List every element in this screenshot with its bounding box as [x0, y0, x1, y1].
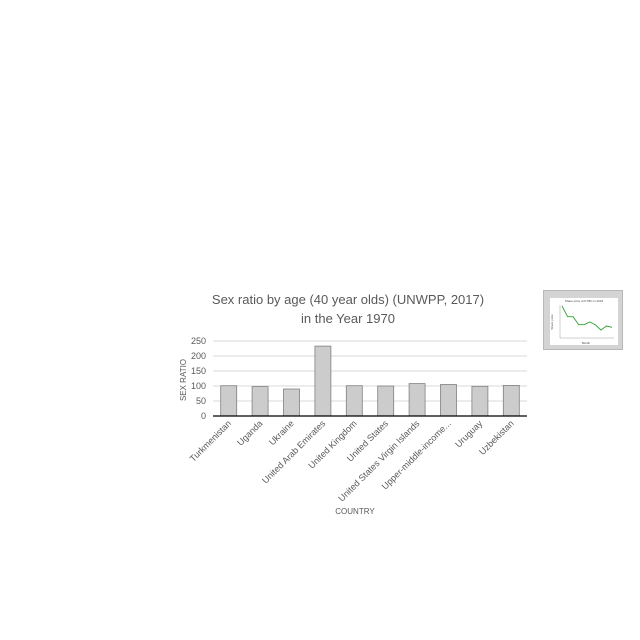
chart-thumbnail[interactable]: Share price of KYBC in 2016 Share price …	[543, 290, 623, 350]
thumbnail-line-chart: Share price of KYBC in 2016 Share price …	[550, 299, 614, 345]
y-tick-label: 50	[196, 396, 206, 406]
bar	[220, 385, 238, 417]
y-tick-label: 150	[191, 366, 206, 376]
chart-title-line-2: in the Year 1970	[301, 311, 395, 326]
x-tick-label: Ukraine	[267, 418, 296, 447]
bar	[251, 386, 269, 417]
bar	[408, 383, 426, 417]
thumbnail-ylabel: Share price	[550, 314, 554, 330]
x-tick-label: Turkmenistan	[188, 418, 233, 463]
y-tick-label: 250	[191, 336, 206, 346]
bars	[220, 345, 520, 417]
bar	[283, 388, 300, 417]
bar	[471, 385, 489, 417]
thumbnail-canvas: Share price of KYBC in 2016 Share price …	[550, 298, 618, 345]
y-axis-title: SEX RATIO	[179, 359, 188, 401]
x-tick-label: Uganda	[235, 418, 264, 447]
bar	[502, 384, 520, 417]
thumbnail-series-line	[561, 305, 613, 331]
y-tick-label: 0	[201, 411, 206, 421]
x-axis-title: COUNTRY	[335, 507, 375, 516]
chart-title-line-1: Sex ratio by age (40 year olds) (UNWPP, …	[212, 292, 484, 307]
thumbnail-title: Share price of KYBC in 2016	[565, 299, 604, 303]
bar	[377, 385, 395, 417]
y-tick-label: 100	[191, 381, 206, 391]
bar	[345, 385, 363, 417]
y-tick-labels: 0 50 100 150 200 250	[191, 336, 206, 421]
thumbnail-xlabel: Month	[582, 341, 591, 345]
bar	[440, 384, 457, 417]
y-tick-label: 200	[191, 351, 206, 361]
x-tick-label: Uruguay	[453, 418, 484, 449]
bar	[314, 345, 332, 417]
